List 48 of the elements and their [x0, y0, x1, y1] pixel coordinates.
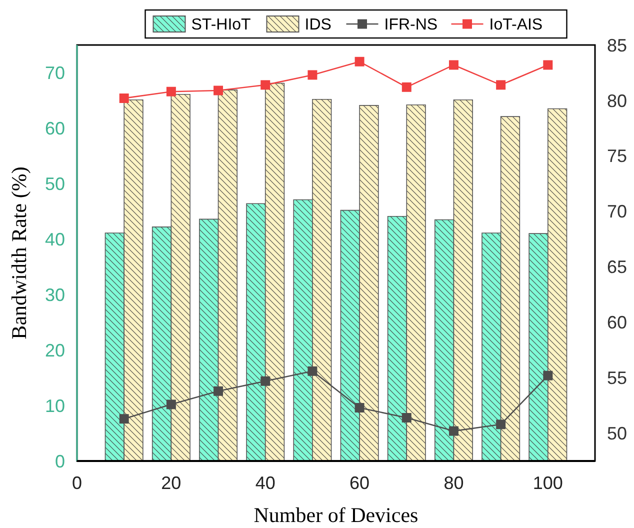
y-tick-label: 70: [44, 63, 65, 84]
point: [166, 400, 176, 410]
y2-tick-label: 65: [607, 257, 628, 278]
point: [308, 70, 318, 80]
x-tick-label: 40: [255, 473, 276, 493]
point: [166, 86, 176, 96]
point: [308, 366, 318, 376]
legend-label: IFR-NS: [384, 16, 438, 34]
point: [119, 414, 129, 424]
point: [354, 403, 364, 412]
x-tick-label: 20: [161, 473, 182, 493]
y2-tick-label: 60: [607, 312, 628, 333]
point: [448, 60, 458, 70]
legend-label: IoT-AIS: [489, 16, 543, 34]
point: [260, 376, 270, 386]
y2-tick-label: 70: [607, 202, 628, 222]
x-tick-label: 60: [350, 473, 370, 493]
y2-tick-label: 50: [607, 424, 628, 444]
point: [496, 80, 506, 90]
y-tick-label: 30: [44, 284, 65, 305]
point: [543, 60, 553, 70]
y-tick-label: 40: [44, 229, 65, 250]
y2-tick-label: 80: [607, 90, 628, 111]
legend-label: ST-HIoT: [191, 16, 252, 34]
point: [402, 412, 412, 422]
x-axis-title: Number of Devices: [254, 503, 418, 527]
point: [214, 386, 224, 396]
y2-tick-label: 55: [607, 368, 628, 388]
x-tick-label: 100: [532, 473, 563, 493]
y2-tick-label: 75: [607, 146, 628, 166]
point: [119, 94, 129, 103]
point: [354, 56, 364, 66]
point: [260, 80, 270, 90]
y-tick-label: 0: [54, 451, 65, 472]
y-tick-label: 20: [44, 340, 65, 360]
x-tick-label: 0: [72, 473, 82, 493]
point: [448, 426, 458, 436]
y-tick-label: 50: [44, 174, 65, 194]
y2-tick-label: 85: [607, 35, 628, 56]
legend-label: IDS: [304, 16, 332, 34]
point: [543, 370, 553, 380]
y-tick-label: 60: [44, 118, 65, 138]
point: [402, 82, 412, 92]
point: [496, 420, 506, 430]
x-tick-label: 80: [444, 473, 464, 493]
point: [214, 86, 224, 96]
y-tick-label: 10: [44, 396, 65, 416]
y-axis-title: Bandwidth Rate (%): [7, 166, 31, 340]
